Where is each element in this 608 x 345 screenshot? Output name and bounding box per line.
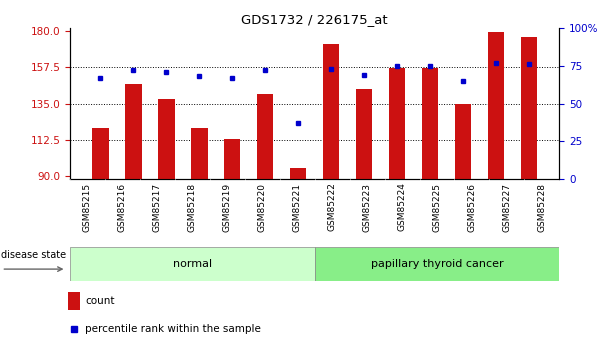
Text: GSM85225: GSM85225 xyxy=(432,183,441,231)
Title: GDS1732 / 226175_at: GDS1732 / 226175_at xyxy=(241,13,388,27)
Text: papillary thyroid cancer: papillary thyroid cancer xyxy=(371,259,503,269)
Text: GSM85217: GSM85217 xyxy=(153,183,162,231)
Text: GSM85221: GSM85221 xyxy=(292,183,302,231)
Bar xyxy=(389,68,406,179)
Bar xyxy=(70,247,314,281)
Bar xyxy=(422,68,438,179)
Text: GSM85216: GSM85216 xyxy=(118,183,127,231)
Text: normal: normal xyxy=(173,259,212,269)
Text: GSM85227: GSM85227 xyxy=(502,183,511,231)
Bar xyxy=(92,128,109,179)
Text: GSM85223: GSM85223 xyxy=(362,183,371,231)
Bar xyxy=(520,37,537,179)
Text: percentile rank within the sample: percentile rank within the sample xyxy=(85,324,261,334)
Bar xyxy=(290,168,306,179)
Bar xyxy=(323,44,339,179)
Bar xyxy=(158,99,174,179)
Bar xyxy=(68,292,80,309)
Bar xyxy=(191,128,207,179)
Text: count: count xyxy=(85,296,115,306)
Text: GSM85222: GSM85222 xyxy=(328,183,337,231)
Text: GSM85220: GSM85220 xyxy=(258,183,267,231)
Text: GSM85224: GSM85224 xyxy=(398,183,407,231)
Bar xyxy=(257,94,274,179)
Text: GSM85226: GSM85226 xyxy=(468,183,477,231)
Text: GSM85215: GSM85215 xyxy=(83,183,92,231)
Bar xyxy=(455,104,471,179)
Bar xyxy=(125,84,142,179)
Bar xyxy=(224,139,241,179)
Text: GSM85219: GSM85219 xyxy=(223,183,232,231)
Bar xyxy=(356,89,372,179)
Text: GSM85218: GSM85218 xyxy=(188,183,197,231)
Bar xyxy=(314,247,559,281)
Text: GSM85228: GSM85228 xyxy=(537,183,547,231)
Bar xyxy=(488,32,504,179)
Text: disease state: disease state xyxy=(1,250,66,260)
